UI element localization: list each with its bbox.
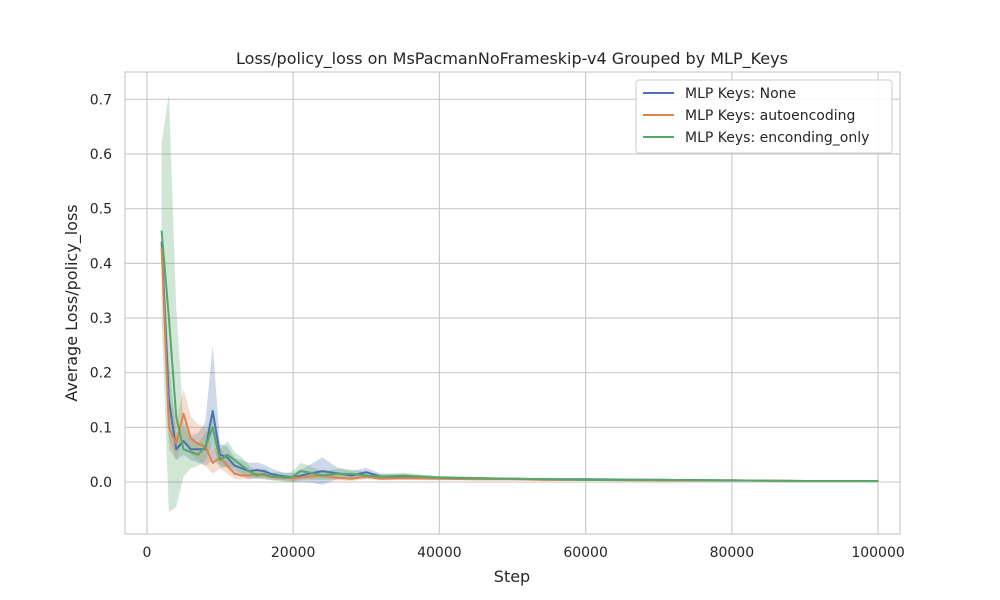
- y-axis-label: Average Loss/policy_loss: [62, 204, 82, 401]
- y-tick-label: 0.4: [90, 256, 112, 272]
- x-tick-label: 20000: [271, 545, 316, 561]
- x-tick-label: 0: [142, 545, 151, 561]
- plot-frame: [124, 71, 901, 535]
- x-axis-label: Step: [494, 567, 530, 586]
- series-lines: [160, 230, 879, 482]
- confidence-band-1: [161, 230, 879, 482]
- y-tick-label: 0.7: [90, 92, 112, 108]
- series-line-0: [160, 241, 879, 482]
- x-tick-label: 100000: [851, 545, 904, 561]
- confidence-bands: [161, 93, 879, 513]
- confidence-band-0: [161, 230, 879, 485]
- x-tick-label: 40000: [417, 545, 462, 561]
- y-tick-label: 0.3: [90, 311, 112, 327]
- series-line-2: [160, 230, 879, 482]
- series-line-1: [160, 246, 879, 482]
- confidence-band-2: [161, 93, 879, 513]
- legend-label-2: MLP Keys: enconding_only: [685, 130, 869, 146]
- y-tick-label: 0.0: [90, 475, 112, 491]
- legend-box: [635, 79, 893, 154]
- y-tick-label: 0.6: [90, 147, 112, 163]
- x-tick-label: 80000: [710, 545, 755, 561]
- y-tick-label: 0.1: [90, 420, 112, 436]
- legend-label-0: MLP Keys: None: [685, 86, 796, 102]
- legend: MLP Keys: None MLP Keys: autoencoding MLP …: [635, 79, 893, 154]
- x-tick-labels: 0 20000 40000 60000 80000 100000: [142, 545, 904, 561]
- legend-label-1: MLP Keys: autoencoding: [685, 108, 855, 124]
- y-tick-labels: 0.0 0.1 0.2 0.3 0.4 0.5 0.6 0.7: [90, 92, 112, 491]
- y-tick-label: 0.5: [90, 202, 112, 218]
- y-tick-label: 0.2: [90, 366, 112, 382]
- x-tick-label: 60000: [563, 545, 608, 561]
- chart-title: Loss/policy_loss on MsPacmanNoFrameskip-…: [236, 49, 788, 69]
